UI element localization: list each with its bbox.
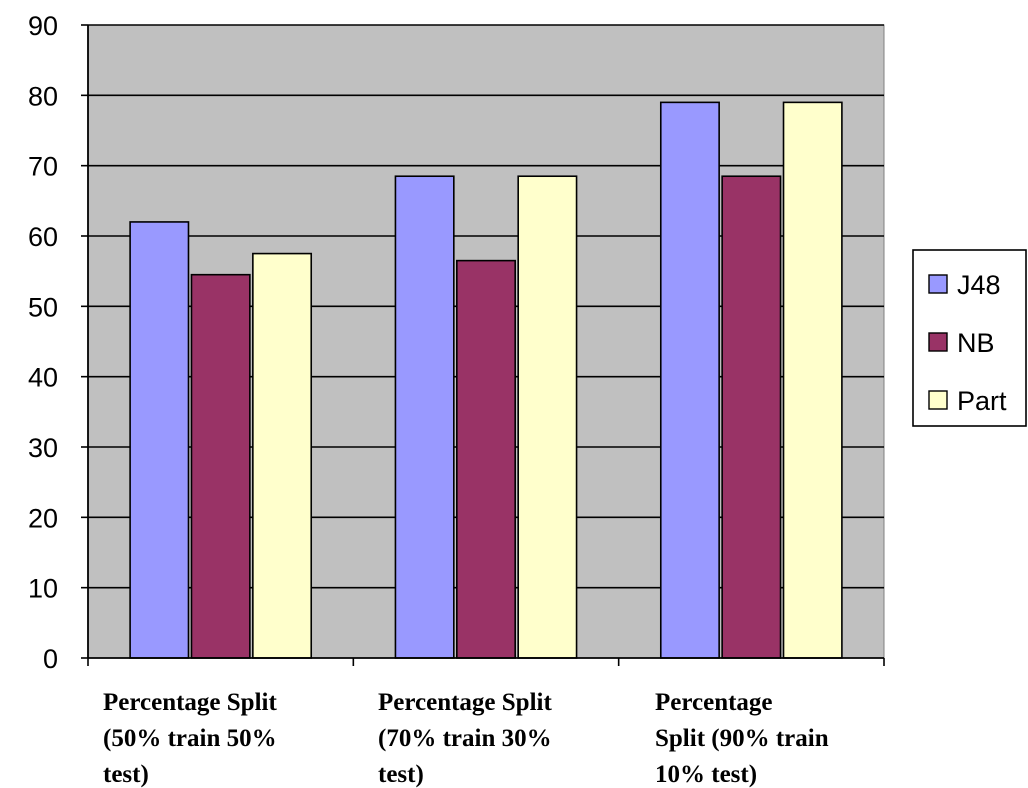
legend-label-nb: NB	[957, 328, 995, 358]
y-tick-label: 50	[28, 292, 58, 322]
y-tick-label: 80	[28, 81, 58, 111]
legend-swatch-j48	[928, 274, 948, 294]
bar-part	[517, 175, 578, 659]
y-tick-label: 70	[28, 152, 58, 182]
y-tick-label: 60	[28, 222, 58, 252]
bar-part	[782, 101, 843, 659]
bar-nb	[190, 273, 251, 659]
legend-swatch-nb	[928, 332, 948, 352]
x-category-label: Percentage Split (90% train 10% test)	[655, 689, 829, 788]
x-category-labels: Percentage Split (50% train 50% test) Perce…	[103, 689, 829, 788]
y-tick-label: 0	[43, 644, 58, 674]
y-tick-labels: 0 10 20 30 40 50 60 70 80 90	[28, 11, 58, 674]
x-category-label: Percentage Split (70% train 30% test)	[378, 689, 552, 788]
legend-label-j48: J48	[957, 270, 1001, 300]
bar-nb	[721, 175, 782, 659]
bar-j48	[659, 101, 720, 659]
legend-label-part: Part	[957, 386, 1007, 416]
axes	[81, 24, 885, 666]
y-tick-label: 30	[28, 433, 58, 463]
y-tick-label: 40	[28, 363, 58, 393]
y-tick-label: 20	[28, 503, 58, 533]
bar-nb	[456, 259, 516, 659]
y-tick-label: 90	[28, 11, 58, 41]
bar-j48	[394, 175, 455, 659]
bar-j48	[129, 221, 190, 659]
y-tick-label: 10	[28, 574, 58, 604]
bar-part	[252, 252, 313, 659]
legend-swatch-part	[928, 390, 948, 410]
legend: J48 NB Part	[912, 249, 1027, 427]
bars	[129, 101, 843, 659]
x-category-label: Percentage Split (50% train 50% test)	[103, 689, 277, 788]
